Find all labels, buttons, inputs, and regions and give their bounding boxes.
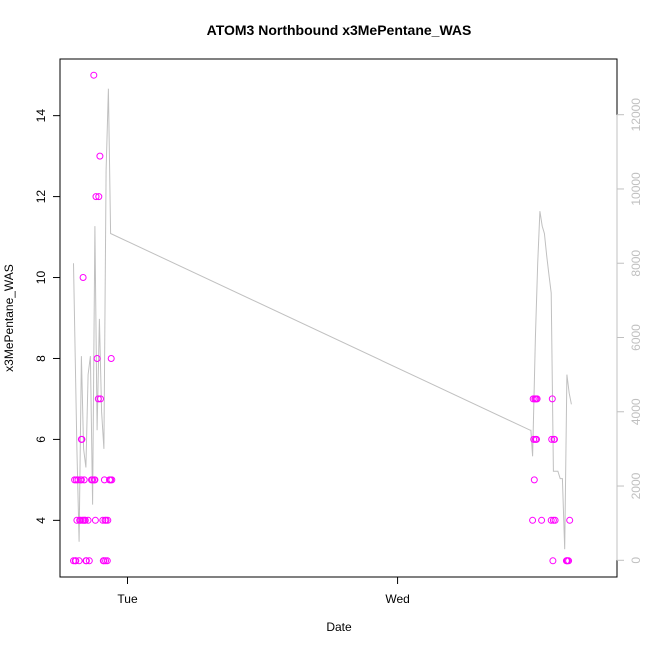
x-axis-label: Date: [326, 620, 352, 634]
data-point: [80, 476, 88, 484]
data-point: [77, 476, 85, 484]
data-point: [78, 435, 86, 443]
y-tick-label: 8: [34, 355, 48, 362]
data-point: [85, 557, 93, 565]
y2-tick-label: 12000: [629, 98, 643, 132]
line-series-path: [73, 88, 572, 550]
data-point: [81, 516, 89, 524]
plot-frame: [59, 58, 618, 578]
data-point: [91, 516, 99, 524]
x-tick-label: Wed: [385, 592, 409, 606]
data-point: [84, 516, 92, 524]
y-tick-label: 10: [34, 271, 48, 285]
data-point: [107, 355, 115, 362]
data-point: [103, 557, 111, 565]
data-point: [551, 516, 559, 524]
y-axis-label: x3MePentane_WAS: [2, 264, 16, 372]
chart-title: ATOM3 Northbound x3MePentane_WAS: [207, 22, 472, 38]
data-point: [82, 557, 90, 565]
x-axis: Tue Wed: [117, 576, 410, 606]
data-point: [108, 476, 116, 484]
y2-tick-label: 10000: [629, 172, 643, 206]
data-point: [96, 152, 104, 160]
y-tick-label: 14: [34, 109, 48, 123]
data-point: [565, 557, 573, 565]
data-point: [529, 516, 537, 524]
data-point: [533, 395, 541, 403]
data-point: [548, 395, 556, 403]
data-point: [79, 274, 87, 281]
y2-tick-label: 4000: [629, 398, 643, 425]
scatter-series: [70, 71, 574, 565]
data-point: [551, 435, 558, 443]
y-tick-label: 4: [34, 517, 48, 524]
data-point: [548, 435, 556, 443]
y2-tick-label: 2000: [629, 472, 643, 499]
data-point: [566, 516, 574, 524]
line-series: [73, 88, 572, 550]
y2-tick-label: 0: [629, 557, 643, 564]
data-point: [97, 395, 104, 403]
data-point: [75, 557, 83, 565]
data-point: [92, 193, 100, 201]
data-point: [549, 557, 557, 565]
data-point: [95, 193, 103, 201]
data-point: [533, 435, 540, 443]
data-point: [530, 476, 538, 484]
y-axis-right: 0 2000 4000 6000 8000 10000 12000: [616, 98, 643, 564]
data-point: [90, 71, 98, 79]
data-point: [94, 395, 102, 403]
data-point: [538, 516, 546, 524]
data-point: [104, 516, 112, 524]
y-tick-label: 6: [34, 436, 48, 443]
data-point: [72, 557, 80, 565]
x-tick-label: Tue: [117, 592, 138, 606]
data-point: [99, 516, 107, 524]
data-point: [547, 516, 555, 524]
data-point: [93, 355, 101, 362]
data-point: [91, 476, 99, 484]
y2-tick-label: 6000: [629, 324, 643, 351]
y2-tick-label: 8000: [629, 250, 643, 277]
y-tick-label: 12: [34, 190, 48, 204]
y-axis-left: 4 6 8 10 12 14: [34, 109, 61, 524]
